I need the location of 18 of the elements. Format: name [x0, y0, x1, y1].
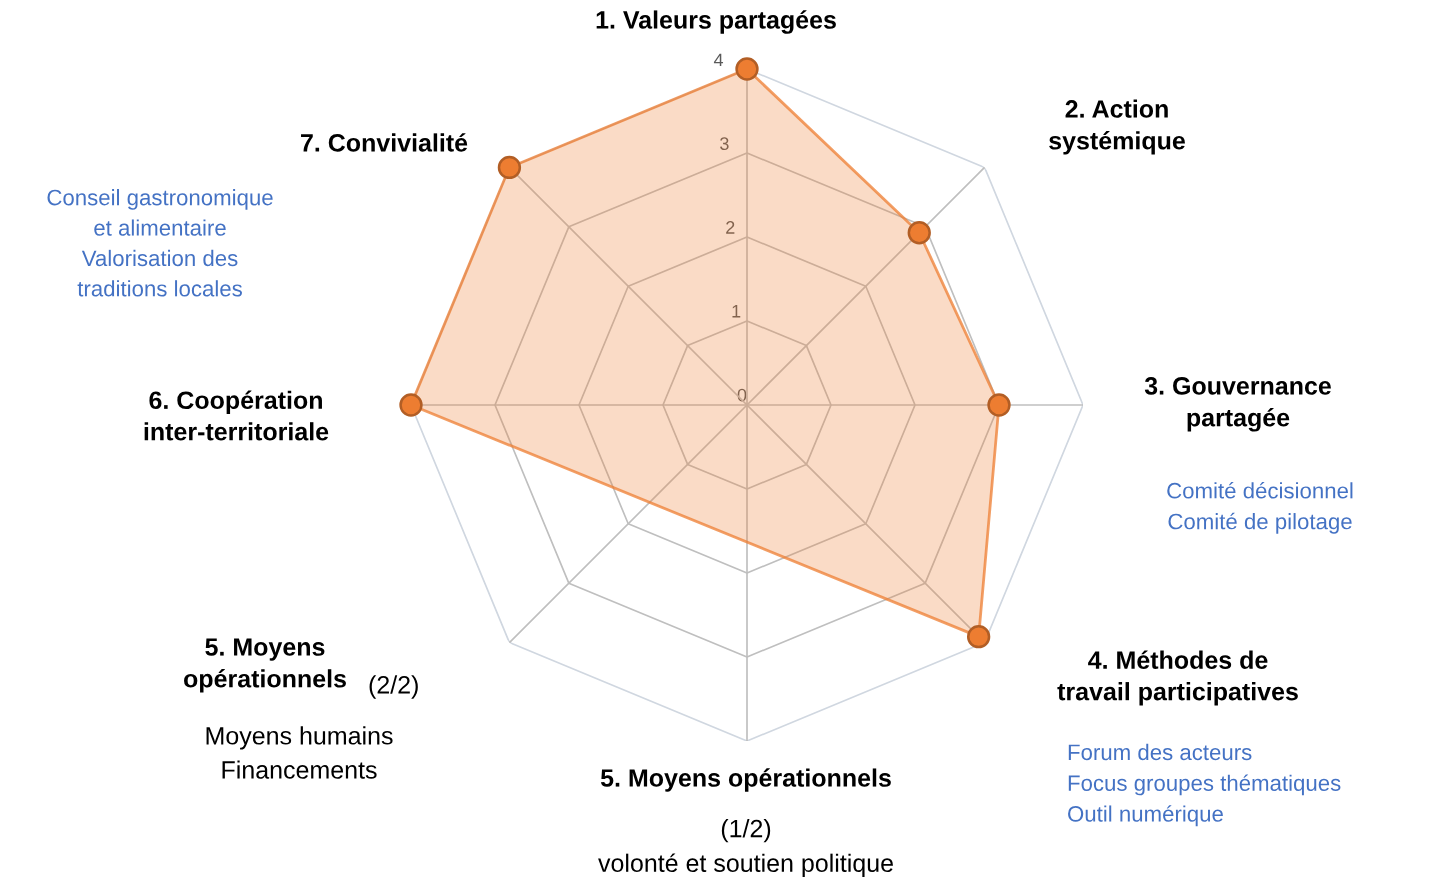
- y-tick-label: 3: [720, 137, 729, 151]
- y-tick-label: 4: [713, 53, 724, 67]
- text: Comité décisionnel Comité de pilotage: [1167, 481, 1353, 534]
- text: Moyens humains Financements: [206, 726, 393, 779]
- y-tick-label: 2: [726, 221, 735, 234]
- spoke-label: 5. Moyens opérationnels: [600, 768, 891, 792]
- text: Forum des acteurs Focus groupes thématiques Outil numérique: [1068, 743, 1341, 827]
- text: (1/2) volonté et soutien politique: [598, 819, 893, 877]
- spoke-label: 3. Gouvernance partagée: [1144, 377, 1331, 432]
- text: (2/2): [369, 675, 418, 699]
- text: Conseil gastronomique et alimentaire Valorisation des traditions locales: [47, 189, 273, 297]
- spoke-label: 4. Méthodes de travail participatives: [1057, 650, 1298, 706]
- spoke-label: 2. Action systémique: [1049, 99, 1185, 155]
- spoke-label: 5. Moyens opérationnels: [184, 638, 346, 693]
- spoke-label: 6. Coopération inter-territoriale: [144, 390, 329, 441]
- y-tick-label: 1: [732, 305, 741, 318]
- spoke-label: 7. Convivialité: [301, 133, 468, 152]
- spoke-label: 1. Valeurs partagées: [596, 10, 836, 34]
